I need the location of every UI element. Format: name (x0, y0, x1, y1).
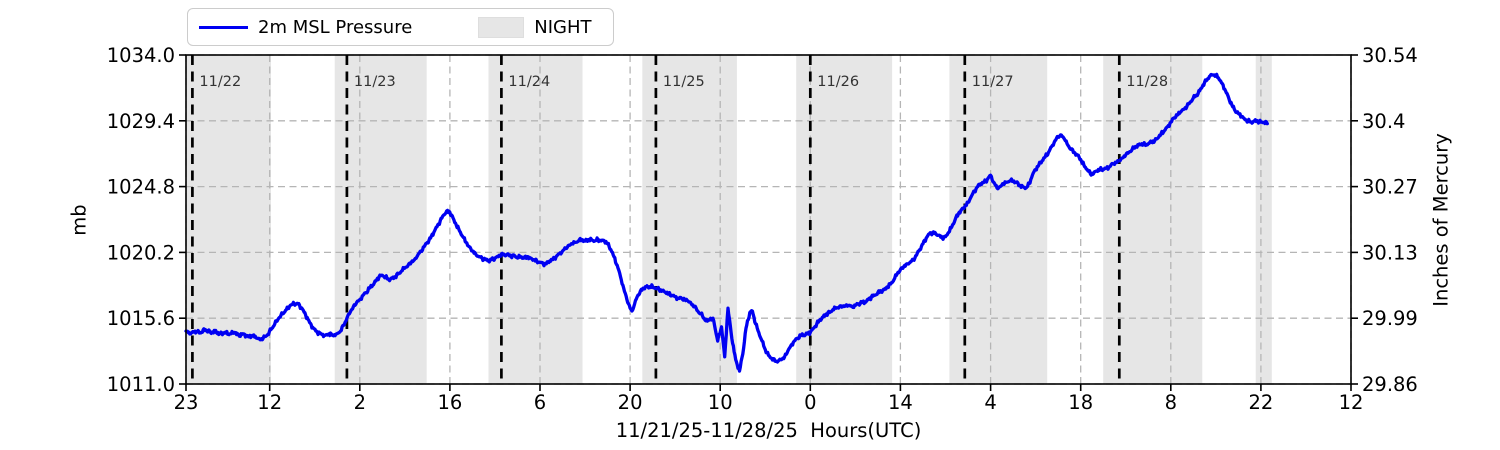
y-tick-label-left: 1020.2 (107, 241, 175, 264)
legend-night-swatch (478, 16, 525, 38)
y-tick-label-left: 1034.0 (107, 44, 175, 67)
day-divider-label: 11/25 (663, 74, 705, 90)
x-tick-label: 8 (1165, 391, 1177, 414)
y-axis-title-right: Inches of Mercury (1429, 133, 1453, 307)
x-tick-label: 10 (708, 391, 733, 414)
y-tick-label-left: 1011.0 (107, 373, 175, 396)
night-region (488, 55, 583, 384)
x-tick-label: 6 (534, 391, 546, 414)
x-tick-label: 12 (1339, 391, 1364, 414)
legend-series-label: 2m MSL Pressure (258, 16, 413, 38)
legend: 2m MSL Pressure NIGHT (187, 8, 614, 46)
x-tick-label: 16 (437, 391, 462, 414)
x-tick-label: 20 (618, 391, 643, 414)
day-divider-label: 11/28 (1126, 74, 1168, 90)
day-divider-label: 11/27 (972, 74, 1014, 90)
day-divider-label: 11/22 (199, 74, 241, 90)
night-region (334, 55, 427, 384)
y-tick-label-right: 29.99 (1362, 307, 1418, 330)
y-tick-label-right: 30.27 (1362, 176, 1418, 199)
y-axis-title-left: mb (67, 204, 91, 236)
y-tick-label-left: 1029.4 (107, 110, 175, 133)
night-region (1255, 55, 1272, 384)
x-tick-label: 18 (1068, 391, 1093, 414)
y-tick-label-left: 1015.6 (107, 307, 175, 330)
day-divider-label: 11/23 (354, 74, 396, 90)
y-tick-label-right: 30.54 (1362, 44, 1418, 67)
legend-line-swatch (199, 25, 248, 29)
x-tick-label: 22 (1248, 391, 1273, 414)
x-tick-label: 14 (888, 391, 913, 414)
night-region (186, 55, 271, 384)
y-tick-label-left: 1024.8 (107, 176, 175, 199)
x-tick-label: 2 (354, 391, 366, 414)
day-divider-label: 11/26 (817, 74, 859, 90)
plot-border (185, 54, 1352, 385)
y-tick-label-right: 29.86 (1362, 373, 1418, 396)
x-tick-label: 0 (804, 391, 816, 414)
y-tick-label-right: 30.4 (1362, 110, 1405, 133)
x-tick-label: 23 (174, 391, 199, 414)
legend-night-label: NIGHT (534, 16, 592, 38)
pressure-line (184, 72, 1269, 373)
night-region (949, 55, 1048, 384)
day-divider-label: 11/24 (508, 74, 550, 90)
x-tick-label: 4 (984, 391, 996, 414)
x-axis-title: 11/21/25-11/28/25 Hours(UTC) (615, 419, 922, 442)
x-tick-label: 12 (257, 391, 282, 414)
y-tick-label-right: 30.13 (1362, 241, 1418, 264)
